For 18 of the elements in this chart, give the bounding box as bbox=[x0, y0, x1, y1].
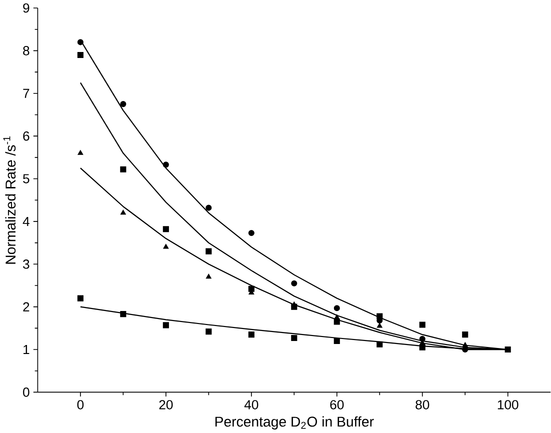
y-tick-label: 0 bbox=[23, 388, 30, 397]
x-tick-label: 0 bbox=[77, 400, 84, 410]
y-tick-label: 7 bbox=[23, 88, 30, 98]
y-tick-label: 9 bbox=[23, 3, 30, 13]
x-tick-label: 40 bbox=[244, 400, 258, 410]
y-tick-label: 1 bbox=[24, 345, 30, 354]
y-tick-label: 8 bbox=[23, 46, 30, 56]
y-tick-label: 2 bbox=[23, 302, 30, 312]
x-tick-label: 100 bbox=[498, 400, 518, 410]
y-axis-title: Normalized Rate /s$^{-1}$ bbox=[3, 136, 16, 264]
x-tick-label: 80 bbox=[416, 400, 430, 410]
y-tick-label: 4 bbox=[22, 217, 30, 226]
x-tick-label: 60 bbox=[330, 400, 344, 410]
x-tick-label: 20 bbox=[159, 400, 173, 410]
y-tick-label: 6 bbox=[23, 132, 30, 141]
x-axis-title: Percentage D$_{2}$O in Buffer bbox=[215, 416, 374, 430]
y-tick-label: 5 bbox=[23, 174, 30, 184]
y-tick-label: 3 bbox=[23, 260, 30, 269]
